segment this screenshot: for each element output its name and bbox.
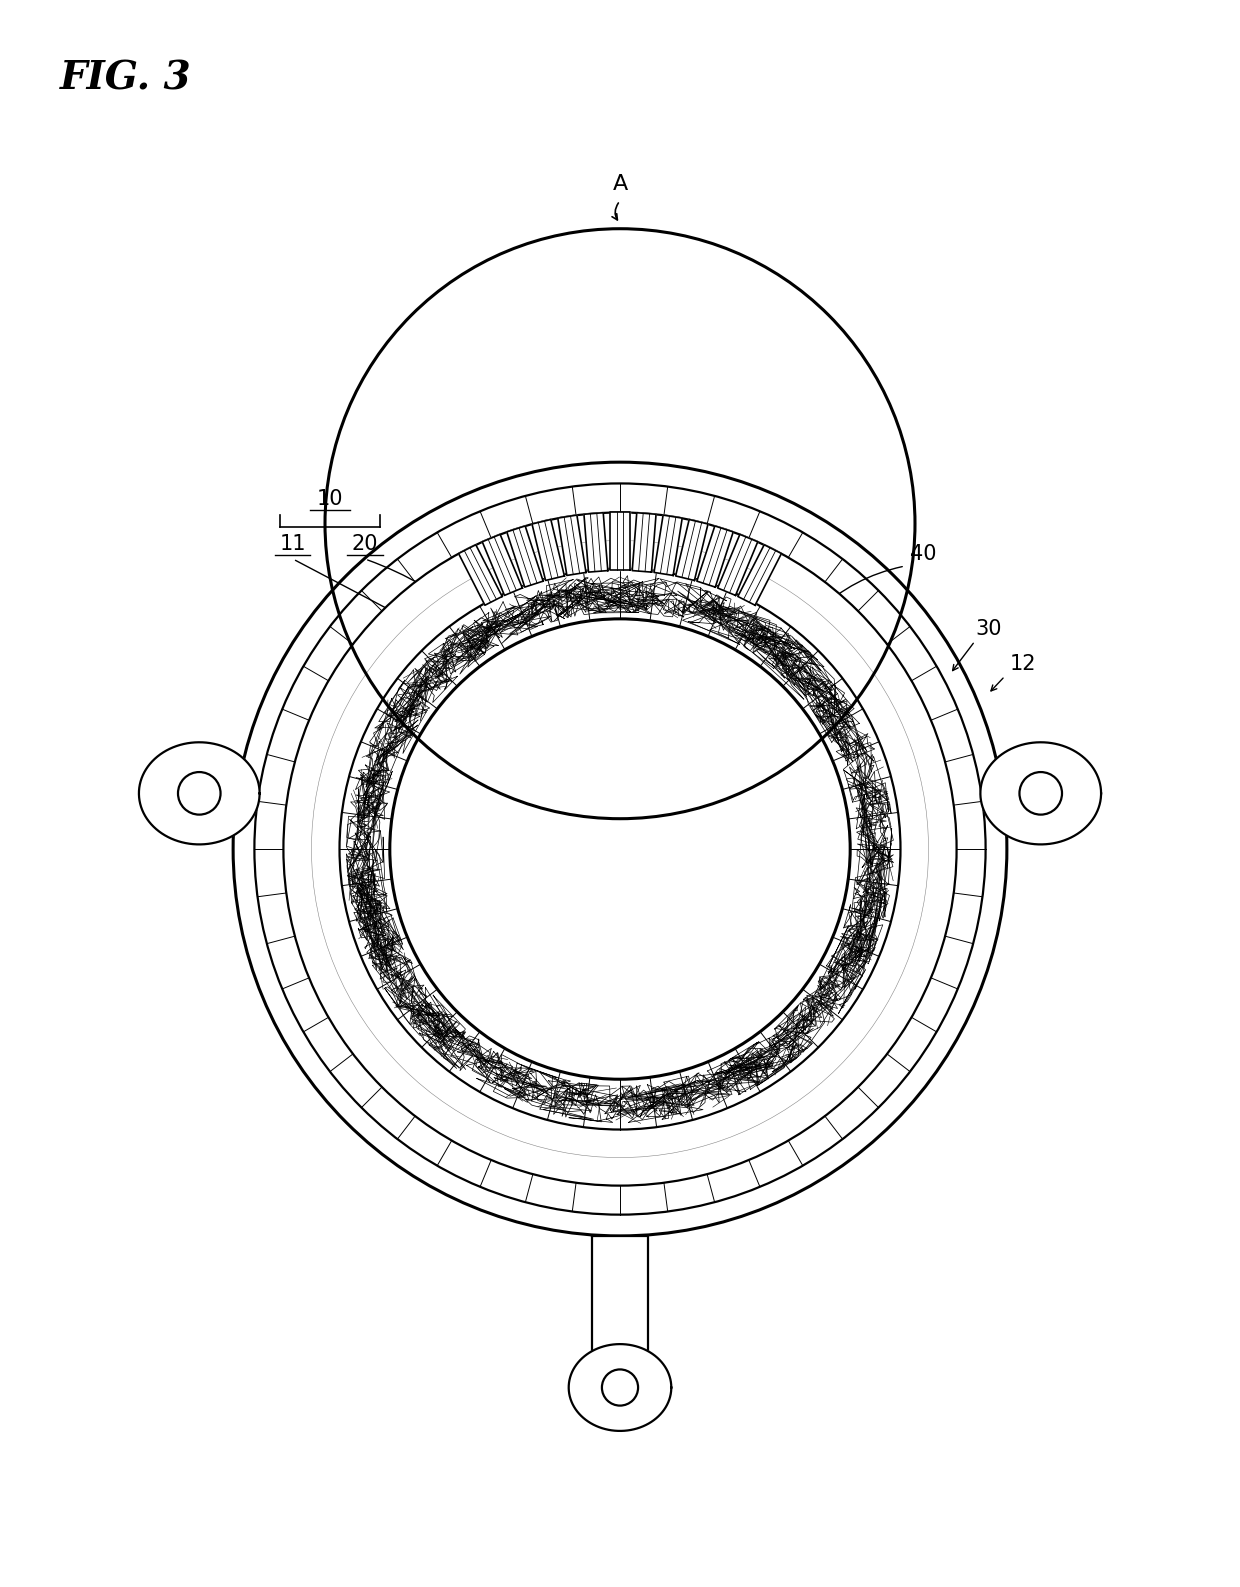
Polygon shape (482, 535, 522, 595)
Polygon shape (593, 1236, 647, 1387)
Circle shape (284, 513, 956, 1185)
Polygon shape (697, 525, 733, 587)
Text: 11: 11 (280, 535, 306, 554)
Polygon shape (139, 743, 259, 844)
Polygon shape (558, 516, 587, 576)
Polygon shape (569, 1344, 671, 1431)
Text: FIG. 3: FIG. 3 (60, 60, 192, 98)
Circle shape (1019, 771, 1061, 814)
Polygon shape (981, 743, 1101, 844)
Text: 30: 30 (975, 619, 1002, 640)
Polygon shape (676, 519, 708, 581)
Text: A: A (613, 173, 627, 194)
Polygon shape (999, 762, 1045, 830)
Circle shape (389, 619, 851, 1079)
Polygon shape (459, 544, 502, 605)
Circle shape (254, 484, 986, 1214)
Polygon shape (610, 513, 630, 570)
Text: 12: 12 (1011, 654, 1037, 674)
Polygon shape (532, 519, 564, 581)
Polygon shape (738, 544, 781, 605)
Polygon shape (653, 516, 682, 576)
Polygon shape (584, 513, 608, 571)
Polygon shape (718, 535, 758, 595)
Circle shape (601, 1370, 639, 1406)
Text: 10: 10 (316, 489, 343, 509)
Polygon shape (632, 513, 656, 571)
Polygon shape (507, 525, 543, 587)
Text: 40: 40 (910, 544, 936, 563)
Text: 20: 20 (352, 535, 378, 554)
Circle shape (179, 771, 221, 814)
Polygon shape (195, 762, 241, 830)
